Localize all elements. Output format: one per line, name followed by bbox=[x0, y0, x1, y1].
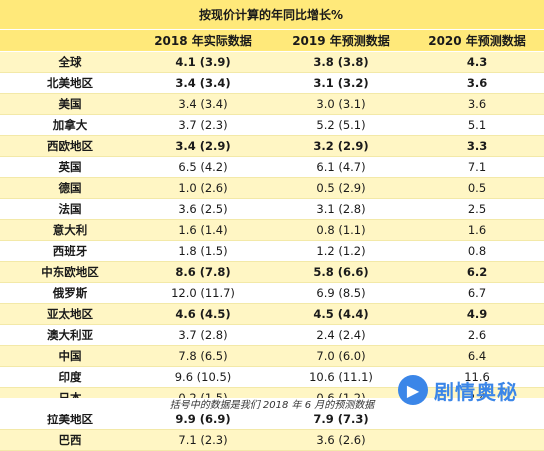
region-cell: 加拿大 bbox=[0, 114, 134, 136]
region-cell: 德国 bbox=[0, 177, 134, 199]
table-row: 西欧地区 3.4 (2.9) 3.2 (2.9) 3.3 bbox=[0, 135, 544, 157]
watermark-text: 剧情奥秘 bbox=[434, 379, 518, 404]
table-row: 澳大利亚 3.7 (2.8) 2.4 (2.4) 2.6 bbox=[0, 324, 544, 346]
table-row: 英国 6.5 (4.2) 6.1 (4.7) 7.1 bbox=[0, 156, 544, 178]
header-2018: 2018 年实际数据 bbox=[134, 29, 272, 52]
table-row: 意大利 1.6 (1.4) 0.8 (1.1) 1.6 bbox=[0, 219, 544, 241]
region-cell: 北美地区 bbox=[0, 72, 134, 94]
region-cell: 中东欧地区 bbox=[0, 261, 134, 283]
value-2019-cell: 3.0 (3.1) bbox=[272, 93, 410, 115]
region-cell: 全球 bbox=[0, 51, 134, 73]
value-2018-cell: 3.7 (2.8) bbox=[134, 324, 272, 346]
table-row: 亚太地区 4.6 (4.5) 4.5 (4.4) 4.9 bbox=[0, 303, 544, 325]
value-2019-cell: 3.6 (2.6) bbox=[272, 429, 410, 451]
value-2020-cell: 5.1 bbox=[410, 114, 544, 136]
region-cell: 意大利 bbox=[0, 219, 134, 241]
table-row: 北美地区 3.4 (3.4) 3.1 (3.2) 3.6 bbox=[0, 72, 544, 94]
region-cell: 法国 bbox=[0, 198, 134, 220]
region-cell: 巴西 bbox=[0, 429, 134, 451]
value-2020-cell: 6.4 bbox=[410, 345, 544, 367]
value-2020-cell: 4.9 bbox=[410, 303, 544, 325]
region-cell: 英国 bbox=[0, 156, 134, 178]
region-cell: 西班牙 bbox=[0, 240, 134, 262]
table-title: 按现价计算的年同比增长% bbox=[0, 0, 544, 30]
play-logo-icon: ▶ bbox=[398, 375, 428, 405]
value-2020-cell bbox=[410, 429, 544, 451]
table-row: 印度 9.6 (10.5) 10.6 (11.1) 11.6 bbox=[0, 366, 544, 388]
value-2018-cell: 4.6 (4.5) bbox=[134, 303, 272, 325]
value-2020-cell: 6.7 bbox=[410, 282, 544, 304]
value-2018-cell: 7.8 (6.5) bbox=[134, 345, 272, 367]
value-2019-cell: 5.8 (6.6) bbox=[272, 261, 410, 283]
watermark: ▶ 剧情奥秘 bbox=[398, 366, 544, 414]
region-cell: 印度 bbox=[0, 366, 134, 388]
table-row: 中国 7.8 (6.5) 7.0 (6.0) 6.4 bbox=[0, 345, 544, 367]
value-2018-cell: 1.8 (1.5) bbox=[134, 240, 272, 262]
value-2019-cell: 10.6 (11.1) bbox=[272, 366, 410, 388]
value-2018-cell: 3.4 (2.9) bbox=[134, 135, 272, 157]
value-2020-cell: 2.5 bbox=[410, 198, 544, 220]
value-2020-cell: 0.5 bbox=[410, 177, 544, 199]
table-row: 德国 1.0 (2.6) 0.5 (2.9) 0.5 bbox=[0, 177, 544, 199]
value-2019-cell: 2.4 (2.4) bbox=[272, 324, 410, 346]
table-row: 西班牙 1.8 (1.5) 1.2 (1.2) 0.8 bbox=[0, 240, 544, 262]
value-2019-cell: 3.2 (2.9) bbox=[272, 135, 410, 157]
value-2018-cell: 12.0 (11.7) bbox=[134, 282, 272, 304]
value-2018-cell: 3.4 (3.4) bbox=[134, 93, 272, 115]
header-blank bbox=[0, 29, 134, 52]
table-row: 法国 3.6 (2.5) 3.1 (2.8) 2.5 bbox=[0, 198, 544, 220]
table-row: 加拿大 3.7 (2.3) 5.2 (5.1) 5.1 bbox=[0, 114, 544, 136]
value-2018-cell: 3.4 (3.4) bbox=[134, 72, 272, 94]
region-cell: 俄罗斯 bbox=[0, 282, 134, 304]
value-2020-cell: 3.3 bbox=[410, 135, 544, 157]
value-2018-cell: 8.6 (7.8) bbox=[134, 261, 272, 283]
value-2020-cell: 2.6 bbox=[410, 324, 544, 346]
value-2018-cell: 6.5 (4.2) bbox=[134, 156, 272, 178]
value-2019-cell: 3.8 (3.8) bbox=[272, 51, 410, 73]
region-cell: 澳大利亚 bbox=[0, 324, 134, 346]
value-2019-cell: 6.9 (8.5) bbox=[272, 282, 410, 304]
region-cell: 中国 bbox=[0, 345, 134, 367]
value-2019-cell: 1.2 (1.2) bbox=[272, 240, 410, 262]
value-2019-cell: 0.5 (2.9) bbox=[272, 177, 410, 199]
value-2020-cell: 0.8 bbox=[410, 240, 544, 262]
table-row: 全球 4.1 (3.9) 3.8 (3.8) 4.3 bbox=[0, 51, 544, 73]
value-2018-cell: 3.6 (2.5) bbox=[134, 198, 272, 220]
header-row: 2018 年实际数据 2019 年预测数据 2020 年预测数据 bbox=[0, 29, 544, 52]
value-2020-cell: 1.6 bbox=[410, 219, 544, 241]
value-2019-cell: 4.5 (4.4) bbox=[272, 303, 410, 325]
value-2018-cell: 4.1 (3.9) bbox=[134, 51, 272, 73]
table-row: 美国 3.4 (3.4) 3.0 (3.1) 3.6 bbox=[0, 93, 544, 115]
value-2020-cell: 7.1 bbox=[410, 156, 544, 178]
value-2019-cell: 5.2 (5.1) bbox=[272, 114, 410, 136]
value-2020-cell: 6.2 bbox=[410, 261, 544, 283]
value-2020-cell: 3.6 bbox=[410, 93, 544, 115]
value-2018-cell: 1.6 (1.4) bbox=[134, 219, 272, 241]
value-2018-cell: 9.6 (10.5) bbox=[134, 366, 272, 388]
value-2019-cell: 0.8 (1.1) bbox=[272, 219, 410, 241]
title-row: 按现价计算的年同比增长% bbox=[0, 0, 544, 30]
table-row: 中东欧地区 8.6 (7.8) 5.8 (6.6) 6.2 bbox=[0, 261, 544, 283]
table-row: 巴西 7.1 (2.3) 3.6 (2.6) bbox=[0, 429, 544, 451]
header-2020: 2020 年预测数据 bbox=[410, 29, 544, 52]
value-2018-cell: 3.7 (2.3) bbox=[134, 114, 272, 136]
value-2019-cell: 6.1 (4.7) bbox=[272, 156, 410, 178]
value-2020-cell: 11.6 bbox=[410, 366, 544, 388]
region-cell: 亚太地区 bbox=[0, 303, 134, 325]
region-cell: 西欧地区 bbox=[0, 135, 134, 157]
header-2019: 2019 年预测数据 bbox=[272, 29, 410, 52]
value-2019-cell: 3.1 (2.8) bbox=[272, 198, 410, 220]
value-2020-cell: 4.3 bbox=[410, 51, 544, 73]
value-2018-cell: 1.0 (2.6) bbox=[134, 177, 272, 199]
value-2019-cell: 7.0 (6.0) bbox=[272, 345, 410, 367]
value-2020-cell: 3.6 bbox=[410, 72, 544, 94]
table-row: 俄罗斯 12.0 (11.7) 6.9 (8.5) 6.7 bbox=[0, 282, 544, 304]
region-cell: 美国 bbox=[0, 93, 134, 115]
value-2018-cell: 7.1 (2.3) bbox=[134, 429, 272, 451]
value-2019-cell: 3.1 (3.2) bbox=[272, 72, 410, 94]
